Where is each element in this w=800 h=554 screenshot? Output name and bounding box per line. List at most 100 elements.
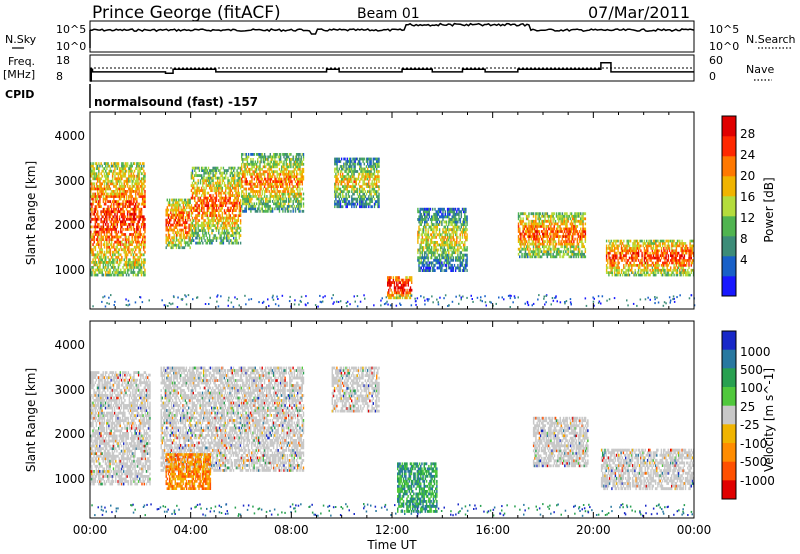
heatmap-cell (199, 236, 202, 240)
heatmap-cell (174, 213, 177, 217)
heatmap-cell (206, 179, 209, 182)
heatmap-cell (445, 228, 448, 232)
heatmap-cell (217, 186, 219, 190)
heatmap-cell (234, 171, 236, 175)
heatmap-cell (433, 235, 435, 239)
heatmap-cell (137, 164, 139, 168)
heatmap-cell (266, 202, 268, 206)
heatmap-cell (282, 207, 284, 211)
heatmap-cell (171, 213, 173, 217)
heatmap-cell (465, 210, 467, 214)
heatmap-cell (199, 229, 202, 232)
heatmap-cell (102, 223, 105, 226)
heatmap-cell (282, 209, 284, 213)
heatmap-cell (136, 263, 138, 267)
heatmap-cell (449, 241, 451, 244)
heatmap-cell (538, 222, 541, 226)
heatmap-cell (90, 172, 92, 176)
heatmap-cell (519, 219, 521, 223)
heatmap-cell (536, 237, 538, 241)
heatmap-cell (356, 192, 359, 196)
heatmap-cell (135, 230, 137, 234)
heatmap-cell (130, 162, 132, 165)
heatmap-cell (405, 296, 407, 300)
heatmap-cell (365, 205, 368, 209)
heatmap-cell (96, 255, 99, 259)
heatmap-cell (101, 238, 103, 241)
heatmap-cell (210, 169, 212, 172)
heatmap-cell (462, 218, 465, 221)
heatmap-cell (213, 201, 215, 205)
heatmap-cell (124, 172, 127, 176)
heatmap-cell (223, 224, 226, 227)
heatmap-cell (115, 250, 117, 254)
heatmap-cell (281, 167, 283, 171)
heatmap-cell (114, 210, 116, 214)
heatmap-cell (139, 212, 142, 216)
heatmap-cell (267, 177, 269, 181)
heatmap-cell (214, 226, 217, 230)
heatmap-cell (302, 175, 305, 179)
heatmap-cell (102, 263, 105, 267)
heatmap-cell (234, 239, 236, 242)
heatmap-cell (198, 236, 201, 240)
heatmap-cell (172, 208, 174, 212)
heatmap-cell (116, 258, 118, 262)
heatmap-cell (247, 170, 250, 174)
heatmap-cell (229, 184, 231, 187)
heatmap-cell (294, 158, 297, 161)
heatmap-cell (251, 175, 253, 179)
heatmap-cell (100, 235, 102, 239)
heatmap-cell (132, 185, 135, 188)
heatmap-cell (407, 281, 409, 284)
heatmap-cell (360, 177, 362, 181)
heatmap-cell (141, 185, 144, 188)
heatmap-cell (206, 171, 209, 175)
heatmap-cell (139, 248, 142, 252)
heatmap-cell (221, 241, 223, 245)
heatmap-cell (102, 187, 105, 191)
heatmap-cell (446, 256, 449, 260)
heatmap-cell (210, 181, 212, 185)
heatmap-cell (263, 185, 266, 188)
heatmap-cell (138, 169, 140, 173)
heatmap-cell (130, 263, 132, 267)
heatmap-cell (108, 230, 110, 234)
heatmap-cell (359, 190, 361, 193)
heatmap-cell (294, 175, 297, 179)
heatmap-cell (430, 223, 433, 226)
heatmap-cell (451, 235, 453, 239)
heatmap-cell (401, 286, 404, 290)
heatmap-cell (168, 201, 171, 204)
heatmap-cell (227, 239, 229, 242)
heatmap-cell (426, 253, 428, 257)
heatmap-cell (128, 268, 130, 272)
heatmap-cell (106, 174, 108, 178)
heatmap-cell (109, 263, 112, 267)
heatmap-cell (206, 184, 209, 187)
heatmap-cell (396, 276, 398, 279)
heatmap-cell (117, 266, 120, 269)
heatmap-cell (299, 202, 301, 206)
heatmap-cell (179, 223, 181, 227)
heatmap-cell (420, 241, 422, 244)
heatmap-cell (274, 202, 276, 206)
heatmap-cell (194, 166, 196, 170)
heatmap-cell (203, 199, 205, 202)
heatmap-cell (175, 238, 178, 242)
heatmap-cell (286, 162, 289, 166)
heatmap-cell (262, 155, 265, 159)
heatmap-cell (378, 175, 380, 178)
heatmap-cell (261, 209, 263, 213)
heatmap-cell (418, 269, 420, 272)
heatmap-cell (276, 185, 278, 188)
heatmap-cell (420, 256, 422, 260)
heatmap-cell (114, 174, 116, 178)
heatmap-cell (196, 206, 198, 210)
heatmap-cell (443, 225, 445, 229)
heatmap-cell (519, 232, 521, 236)
heatmap-cell (464, 212, 466, 216)
heatmap-cell (446, 243, 449, 247)
heatmap-cell (354, 190, 356, 193)
heatmap-cell (229, 206, 231, 210)
